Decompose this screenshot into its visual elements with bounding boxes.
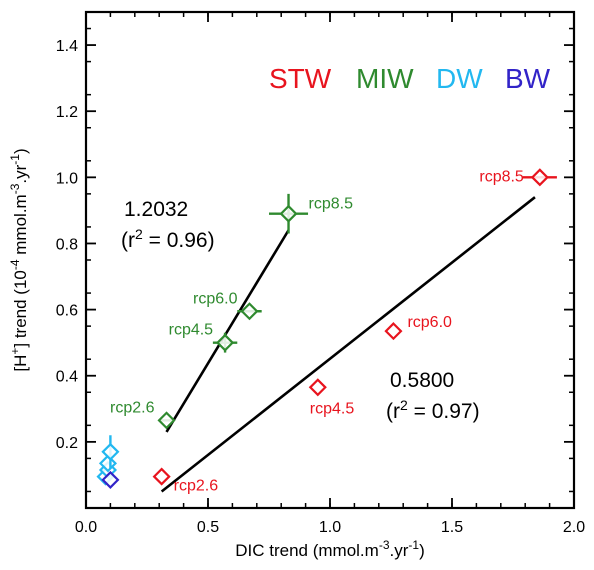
y-tick-label: 1.2	[56, 104, 78, 121]
stw-r2: (r2 = 0.97)	[386, 397, 480, 423]
diamond-marker	[279, 204, 298, 223]
axis-ticks: 0.0 0.5 1.0 1.5 2.0 0.2 0.4 0.6 0.8 1.0 1.2 1.4	[56, 12, 585, 536]
legend-stw: STW	[269, 63, 332, 94]
legend-dw: DW	[436, 63, 483, 94]
y-tick-label: 0.8	[56, 236, 78, 253]
diamond-marker	[152, 467, 171, 486]
stw-fit-annotation: 0.5800 (r2 = 0.97)	[386, 369, 480, 423]
diamond-marker	[157, 411, 176, 430]
miw-fit-annotation: 1.2032 (r2 = 0.96)	[121, 198, 215, 252]
diamond-marker	[101, 442, 120, 461]
x-tick-label: 2.0	[563, 519, 585, 536]
x-tick-label: 1.0	[319, 519, 341, 536]
miw-r2: (r2 = 0.96)	[121, 226, 215, 252]
data-point-miw	[212, 332, 238, 353]
data-point-miw	[269, 193, 309, 234]
point-label-stw: rcp2.6	[174, 478, 219, 495]
data-point-bw	[101, 470, 120, 489]
diamond-marker	[384, 322, 403, 341]
data-point-miw	[157, 411, 176, 430]
data-point-miw	[237, 302, 262, 321]
data-point-dw	[98, 454, 118, 473]
data-points	[96, 168, 557, 489]
fit-lines	[160, 196, 536, 493]
y-tick-label: 0.4	[56, 369, 78, 386]
x-tick-label: 1.5	[441, 519, 463, 536]
stw-slope: 0.5800	[390, 369, 454, 392]
data-point-stw	[522, 168, 557, 187]
legend-bw: BW	[505, 63, 551, 94]
data-point-stw	[308, 378, 327, 397]
point-label-miw: rcp6.0	[193, 290, 238, 307]
y-tick-label: 1.4	[56, 38, 78, 55]
fit-line-miw	[165, 229, 290, 433]
diamond-marker	[98, 454, 118, 473]
legend-miw: MIW	[356, 63, 414, 94]
x-tick-label: 0.5	[197, 519, 219, 536]
data-point-dw	[101, 435, 120, 469]
y-tick-label: 0.6	[56, 303, 78, 320]
point-label-stw: rcp4.5	[310, 400, 355, 417]
y-axis-title: [H+] trend (10-4 mmol.m-3.yr-1)	[8, 148, 30, 371]
point-label-stw: rcp6.0	[407, 314, 452, 331]
data-point-stw	[152, 467, 171, 486]
diamond-marker	[101, 470, 120, 489]
point-label-stw: rcp8.5	[479, 168, 524, 185]
diamond-marker	[308, 378, 327, 397]
plot-frame	[84, 10, 576, 510]
diamond-marker	[240, 302, 259, 321]
diamond-marker	[530, 168, 549, 187]
fit-line-stw	[160, 196, 536, 493]
x-tick-label: 0.0	[75, 519, 97, 536]
diamond-marker	[216, 333, 235, 352]
legend: STW MIW DW BW	[269, 63, 551, 94]
point-label-miw: rcp4.5	[169, 322, 214, 339]
y-tick-label: 1.0	[56, 170, 78, 187]
point-labels: rcp2.6 rcp4.5 rcp6.0 rcp8.5 rcp2.6 rcp4.5 rcp6…	[110, 168, 524, 494]
miw-slope: 1.2032	[124, 198, 188, 221]
x-axis-title: DIC trend (mmol.m-3.yr-1)	[235, 538, 424, 560]
data-point-stw	[384, 322, 403, 341]
y-tick-label: 0.2	[56, 435, 78, 452]
point-label-miw: rcp8.5	[309, 196, 354, 213]
point-label-miw: rcp2.6	[110, 399, 155, 416]
